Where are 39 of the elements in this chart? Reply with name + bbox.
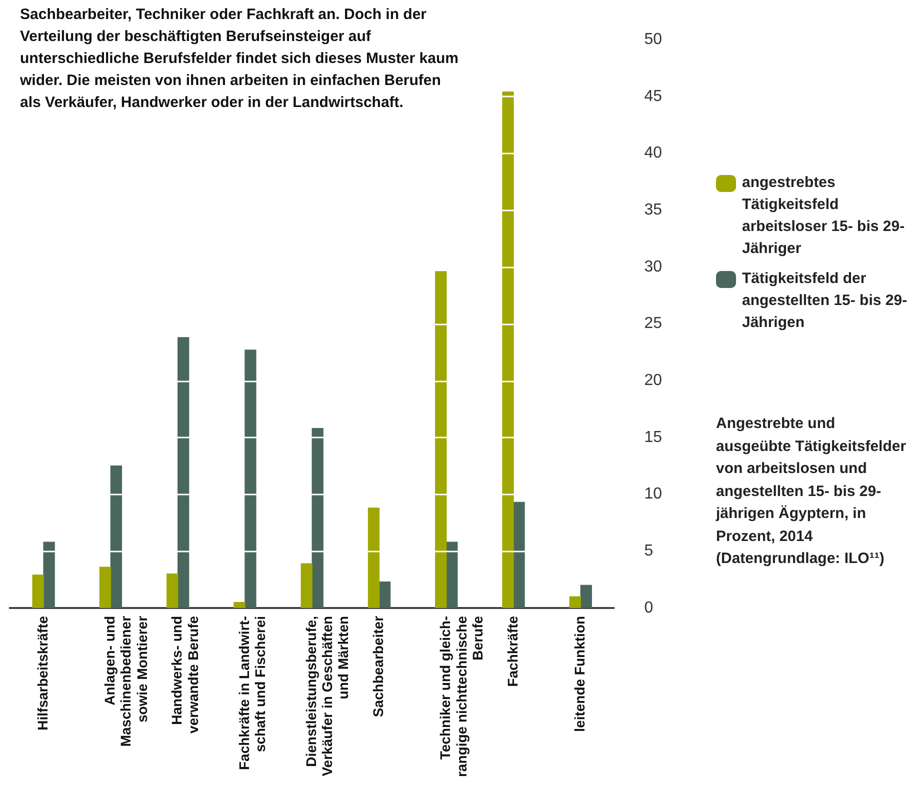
y-tick-label: 40 bbox=[644, 144, 662, 162]
annotation: Sachbearbeiter, Techniker oder Fachkraft an. Doch in der Verteilung der beschäftigten Berufseinsteiger auf unterschiedliche Berufsfelder findet sich dieses Muster kaum wider. Die meisten von ihnen arbeiten in einfachen Berufen als Verkäufer, Handwerker oder in der Landwirtschaft. bbox=[20, 5, 460, 113]
bar bbox=[244, 350, 256, 608]
x-tick-label: Hilfsarbeitskräfte bbox=[34, 616, 50, 730]
x-tick-label: Techniker und gleich- rangige nichttechnische Berufe bbox=[437, 616, 486, 778]
bar bbox=[569, 596, 581, 608]
bar bbox=[378, 581, 391, 608]
bar bbox=[43, 542, 55, 608]
bar bbox=[513, 502, 525, 608]
bar bbox=[446, 542, 458, 608]
bar bbox=[234, 602, 246, 608]
text: Angestrebte und ausgeübte Tätigkeitsfelder von arbeitslosen und angestellten 15- bis 29-jährigen Ägyptern, in Prozent, 2014 (Datengrundlage: ILO¹¹) bbox=[716, 414, 908, 569]
y-tick-label: 45 bbox=[644, 88, 662, 105]
y-tick-label: 20 bbox=[644, 372, 662, 390]
y-tick-label: 50 bbox=[644, 31, 662, 48]
y-tick-label: 10 bbox=[644, 486, 662, 503]
bar bbox=[502, 92, 514, 608]
y-tick-label: 15 bbox=[644, 428, 662, 446]
y-tick-label: 5 bbox=[644, 542, 654, 560]
legend-label: Tätigkeitsfeld der angestellten 15- bis 29-Jährigen bbox=[742, 270, 908, 331]
bar bbox=[110, 466, 122, 608]
bar bbox=[166, 574, 178, 608]
bar bbox=[178, 337, 190, 608]
y-tick-label: 0 bbox=[644, 599, 654, 616]
x-tick-label: Anlagen- und Maschinenbediener sowie Montierer bbox=[102, 615, 150, 747]
bar bbox=[435, 271, 447, 608]
bar bbox=[580, 584, 592, 608]
bar bbox=[368, 508, 380, 608]
y-tick-label: 30 bbox=[644, 258, 662, 276]
x-tick-label: Fachkräfte bbox=[504, 616, 520, 687]
legend-label: angestrebtes Tätigkeitsfeld arbeitsloser 15- bis 29-Jähriger bbox=[742, 174, 905, 257]
y-tick-label: 25 bbox=[644, 315, 662, 332]
x-tick-label: Sachbearbeiter bbox=[370, 615, 386, 718]
y-tick-label: 35 bbox=[644, 202, 662, 219]
bar bbox=[300, 563, 312, 608]
bar bbox=[32, 574, 44, 608]
bar bbox=[312, 428, 324, 608]
x-tick-label: leitende Funktion bbox=[571, 616, 588, 732]
bar bbox=[99, 566, 112, 608]
